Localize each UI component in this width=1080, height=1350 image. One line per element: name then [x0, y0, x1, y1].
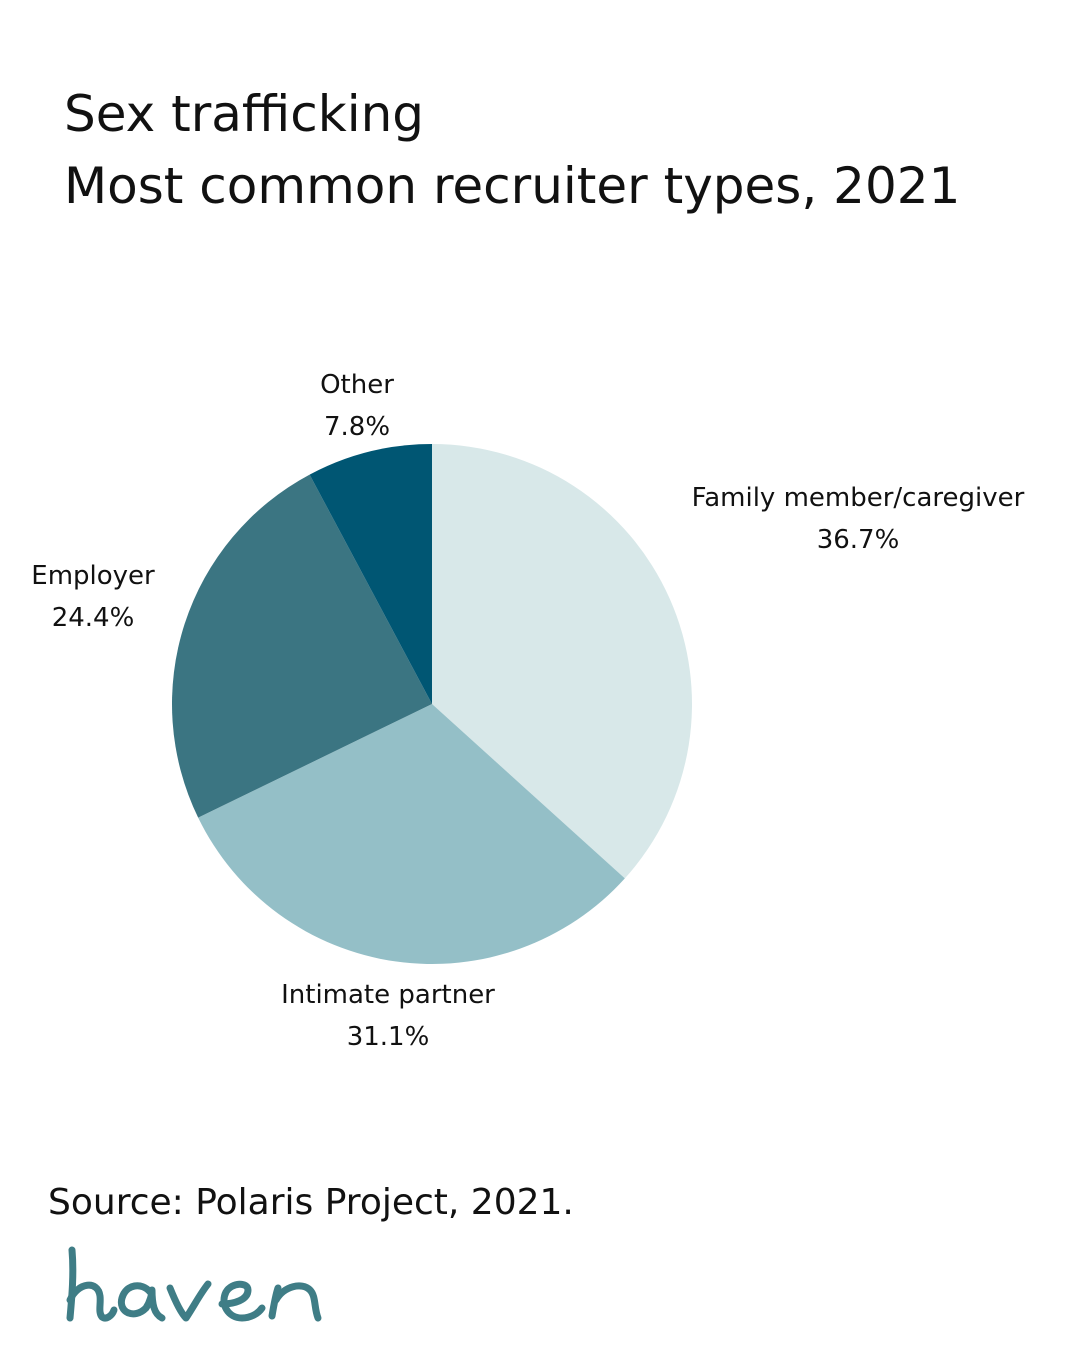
slice-label: Family member/caregiver [692, 483, 1025, 513]
slice-value-label: 24.4% [52, 603, 135, 633]
pie-slices [171, 444, 692, 965]
chart-title-line-1: Sex trafficking [64, 85, 425, 143]
pie-slice-employer [171, 474, 433, 818]
chart-title-line-2: Most common recruiter types, 2021 [64, 157, 961, 215]
slice-label: Intimate partner [281, 980, 495, 1010]
chart-title: Sex trafficking Most common recruiter ty… [64, 78, 1044, 222]
pie-slice-intimate-partner [198, 704, 625, 965]
slice-value-label: 31.1% [347, 1022, 430, 1052]
pie-slice-family-member-caregiver [432, 444, 692, 879]
slice-label: Employer [31, 561, 155, 591]
haven-logo [66, 1246, 322, 1322]
pie-labels: Family member/caregiver 36.7% Intimate par… [31, 370, 1024, 1052]
source-note: Source: Polaris Project, 2021. [48, 1182, 574, 1223]
slice-label: Other [320, 370, 394, 400]
pie-slice-other [309, 444, 432, 704]
slice-value-label: 36.7% [817, 525, 900, 555]
slice-value-label: 7.8% [324, 412, 390, 442]
